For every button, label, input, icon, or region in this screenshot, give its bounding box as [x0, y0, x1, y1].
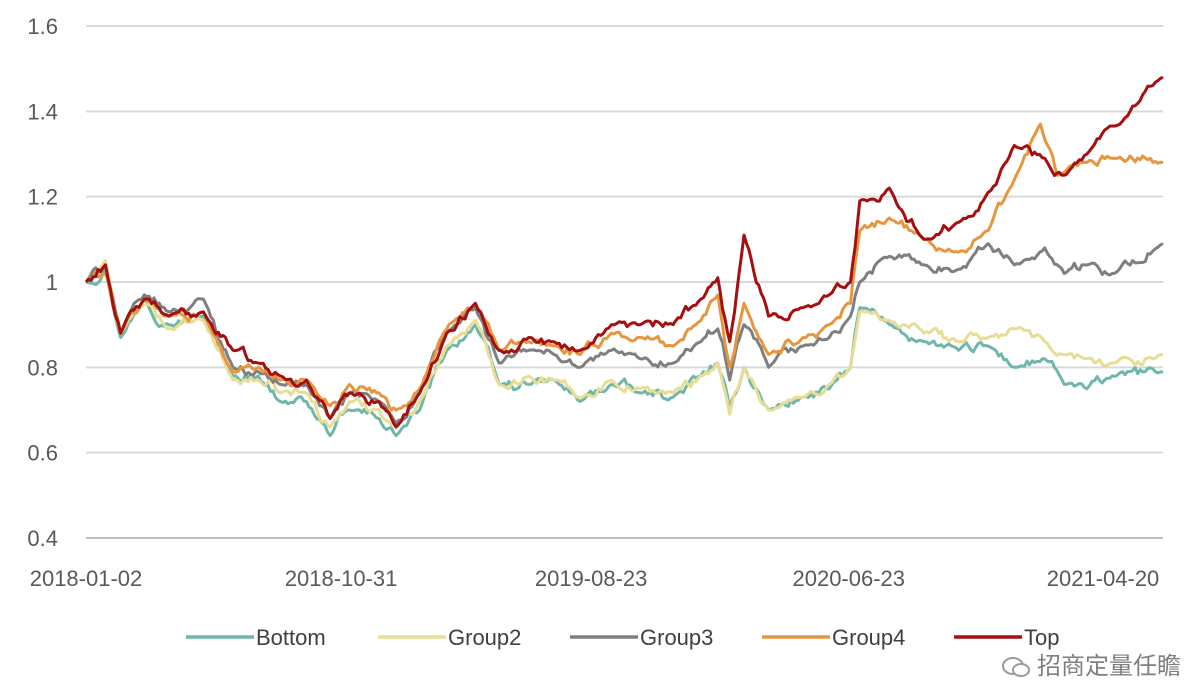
series-line-bottom [85, 267, 1164, 438]
watermark-text: 招商定量任瞻 [1037, 652, 1181, 680]
series-line-top [84, 75, 1164, 429]
legend-label: Bottom [256, 625, 326, 650]
wechat-icon [1002, 657, 1030, 677]
legend: Bottom Group2 Group3 Group4 Top [186, 625, 1059, 650]
y-tick-label: 1.4 [27, 99, 58, 124]
x-tick-label: 2018-10-31 [285, 566, 398, 591]
watermark: 招商定量任瞻 [1001, 646, 1181, 681]
y-axis-ticks: 0.4 0.6 0.8 1 1.2 1.4 1.6 [27, 14, 58, 551]
y-tick-label: 1.6 [27, 14, 58, 39]
legend-label: Group2 [448, 625, 521, 650]
series-line-group4 [85, 122, 1164, 412]
x-axis-ticks: 2018-01-02 2018-10-31 2019-08-23 2020-06-23… [30, 566, 1160, 591]
y-tick-label: 0.8 [27, 355, 58, 380]
series-line-group3 [84, 242, 1164, 425]
y-tick-label: 1.2 [27, 185, 58, 210]
legend-label: Top [1024, 625, 1059, 650]
x-tick-label: 2018-01-02 [30, 566, 143, 591]
series-line-group2 [84, 259, 1164, 429]
y-tick-label: 1 [46, 270, 58, 295]
legend-label: Group4 [832, 625, 905, 650]
y-tick-label: 0.4 [27, 526, 58, 551]
x-tick-label: 2020-06-23 [792, 566, 905, 591]
y-tick-label: 0.6 [27, 441, 58, 466]
legend-label: Group3 [640, 625, 713, 650]
series-lines [84, 75, 1164, 438]
x-tick-label: 2019-08-23 [535, 566, 648, 591]
x-tick-label: 2021-04-20 [1047, 566, 1160, 591]
